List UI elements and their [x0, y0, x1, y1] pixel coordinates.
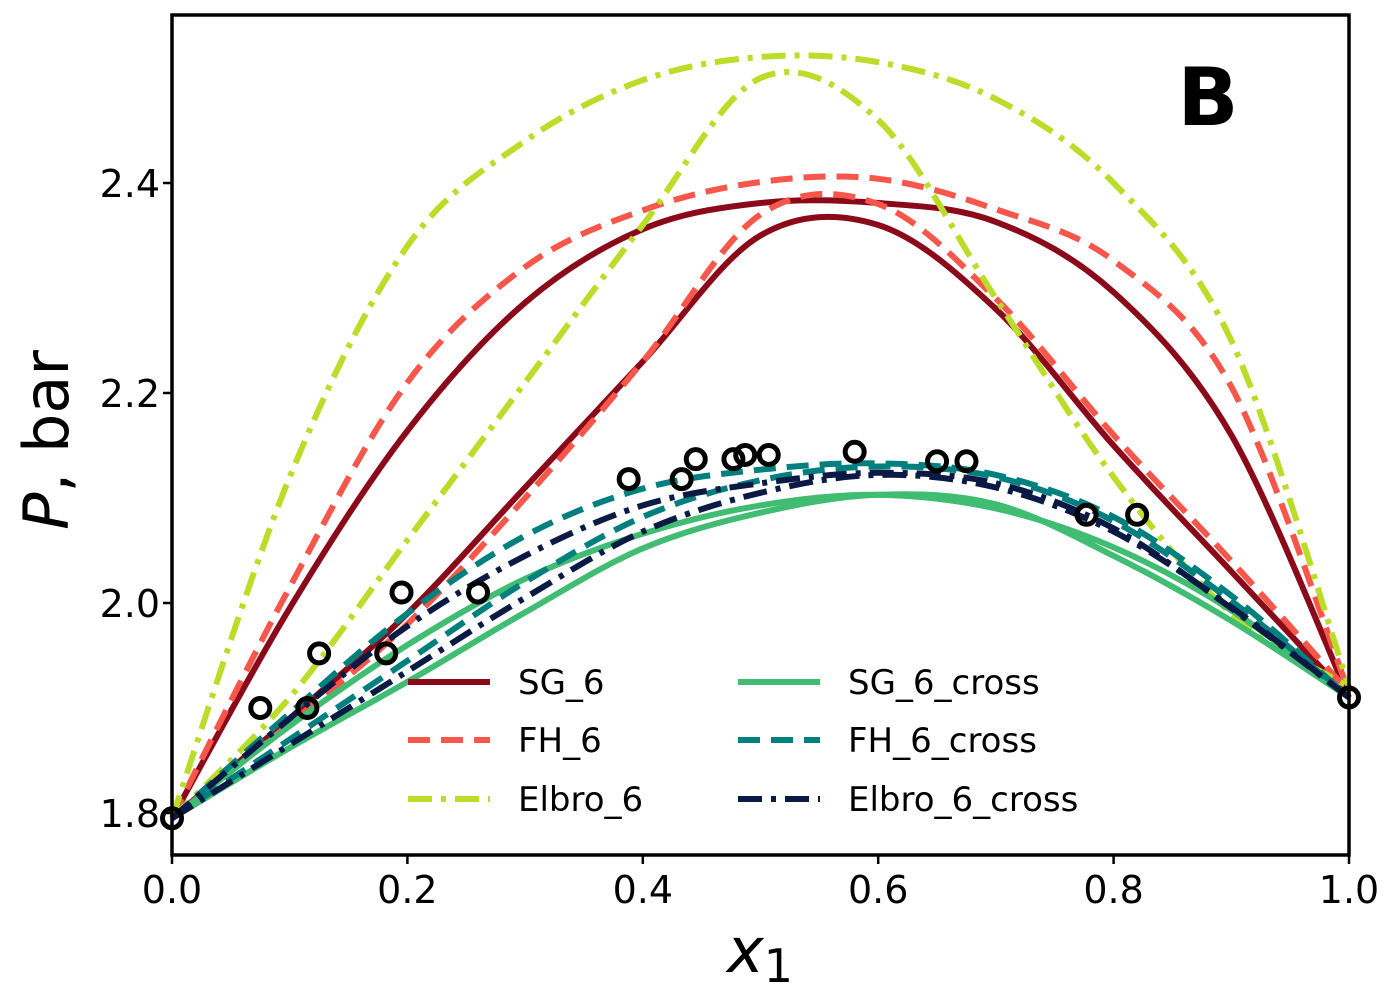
experimental-point	[616, 467, 641, 492]
y-tick-label: 1.8	[100, 792, 160, 836]
experimental-point	[683, 447, 708, 472]
series-3-bubble-line	[170, 491, 1351, 821]
x-axis-label: x1	[725, 914, 793, 993]
experimental-point	[307, 641, 332, 666]
curves-layer	[169, 52, 1352, 821]
plot-frame	[170, 13, 1351, 857]
x-tick-label: 0.6	[848, 868, 908, 912]
experimental-point	[466, 580, 491, 605]
x-tick-label: 0.0	[142, 868, 202, 912]
legend-label-5: Elbro_6_cross	[848, 780, 1078, 820]
experimental-point	[733, 442, 758, 467]
y-axis-label-unit: , bar	[10, 350, 83, 493]
y-axis-label: P, bar	[10, 350, 83, 530]
experimental-point	[925, 449, 950, 474]
legend-label-1: FH_6	[518, 721, 602, 761]
series-0-dew-line	[170, 213, 1352, 821]
series-3-dew-line	[170, 491, 1351, 821]
experimental-point	[1074, 502, 1099, 527]
experimental-point	[295, 696, 320, 720]
series-5-dew-line	[170, 471, 1351, 821]
experimental-point	[374, 641, 399, 666]
series-5-bubble-line	[170, 469, 1351, 821]
legend-label-0: SG_6	[518, 663, 605, 703]
experimental-points-layer	[160, 439, 1361, 831]
experimental-point	[389, 580, 414, 605]
series-2-bubble-line	[169, 52, 1352, 820]
y-tick-label: 2.0	[100, 582, 160, 626]
legend-label-2: Elbro_6	[518, 780, 643, 820]
experimental-point	[248, 696, 273, 720]
legend: SG_6 FH_6 Elbro_6 SG_6_cross FH_6_cross Elbro…	[408, 663, 1078, 820]
x-axis-label-subscript: 1	[764, 939, 793, 993]
y-tick-label: 2.4	[100, 162, 160, 206]
x-tick-label: 0.4	[613, 868, 673, 912]
series-1-bubble-line	[169, 173, 1352, 820]
y-axis-label-italic: P	[10, 492, 83, 530]
plot-background	[172, 15, 1349, 855]
x-axis-label-main: x	[725, 914, 765, 987]
series-2-dew-line	[169, 69, 1351, 821]
y-tick-label: 2.2	[100, 372, 160, 416]
panel-letter: B	[1178, 51, 1239, 144]
experimental-point	[669, 467, 694, 492]
legend-label-3: SG_6_cross	[848, 663, 1040, 703]
x-tick-label: 0.2	[377, 868, 437, 912]
experimental-point	[756, 442, 781, 467]
experimental-point	[954, 449, 979, 474]
x-tick-label: 1.0	[1319, 868, 1379, 912]
experimental-point	[1125, 502, 1150, 527]
experimental-point	[842, 439, 867, 464]
series-4-bubble-line	[170, 460, 1351, 821]
ticks-layer: 0.0 0.2 0.4 0.6 0.8 1.0 1.8 2.0 2.2 2.4	[100, 162, 1380, 912]
series-0-bubble-line	[169, 197, 1352, 820]
series-4-dew-line	[170, 463, 1351, 821]
experimental-point	[721, 447, 746, 472]
legend-label-4: FH_6_cross	[848, 721, 1037, 761]
x-tick-label: 0.8	[1083, 868, 1143, 912]
